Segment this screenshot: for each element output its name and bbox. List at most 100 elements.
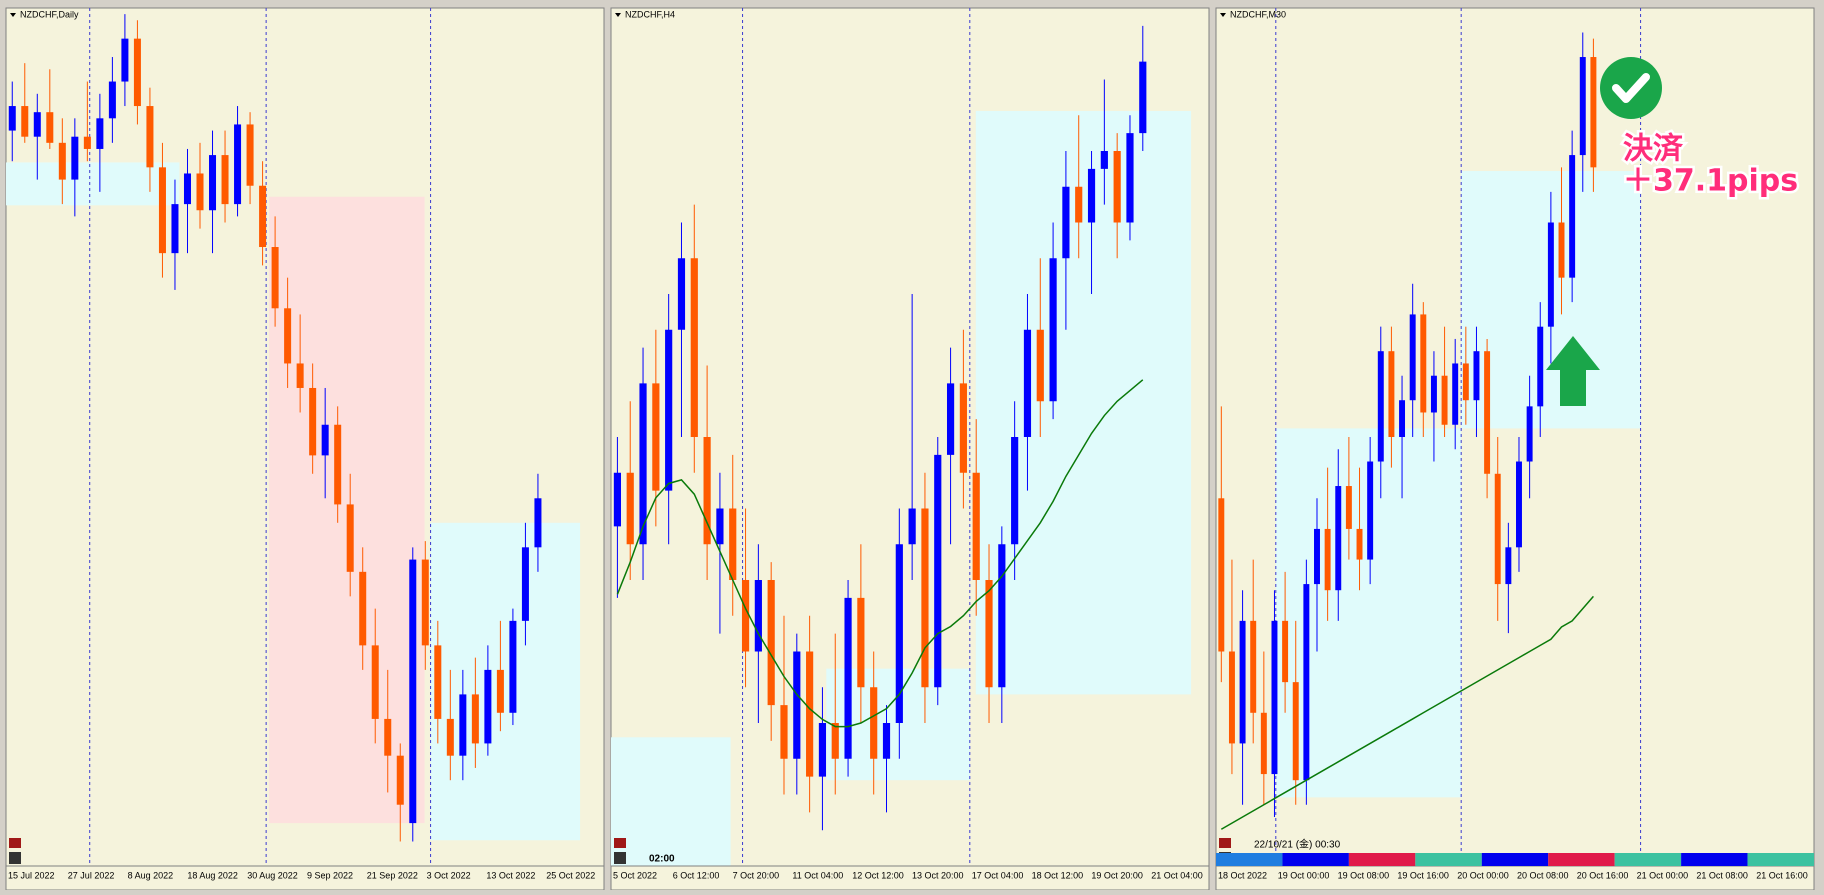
candle-body xyxy=(1036,329,1044,402)
candle-body xyxy=(284,308,292,364)
x-tick-label: 20 Oct 16:00 xyxy=(1577,870,1629,880)
candle-body xyxy=(534,498,542,548)
candle-body xyxy=(1452,363,1459,425)
candle-body xyxy=(1399,400,1406,437)
menu-icon xyxy=(614,852,626,864)
annotation: 決済 xyxy=(1623,132,1684,167)
candle-body xyxy=(946,383,955,455)
x-tick-label: 19 Oct 08:00 xyxy=(1338,870,1390,880)
candle-body xyxy=(1569,155,1576,278)
candle-body xyxy=(271,247,279,309)
candle-body xyxy=(998,544,1006,688)
candle-body xyxy=(1441,375,1448,425)
x-tick-label: 19 Oct 16:00 xyxy=(1397,870,1449,880)
candle-body xyxy=(985,580,993,688)
candle-body xyxy=(1139,61,1147,134)
candle-body xyxy=(434,645,442,719)
candle-body xyxy=(459,694,467,756)
candle-body xyxy=(1526,406,1533,462)
candle-body xyxy=(1579,57,1586,156)
x-tick-label: 18 Oct 12:00 xyxy=(1032,870,1084,880)
x-tick-label: 25 Oct 2022 xyxy=(546,870,595,880)
candle-body xyxy=(1324,528,1331,591)
candle-body xyxy=(133,38,141,107)
candle-body xyxy=(33,112,41,137)
x-tick-label: 18 Oct 2022 xyxy=(1218,870,1267,880)
session-bar xyxy=(1614,853,1682,866)
candle-body xyxy=(259,185,267,248)
candle-body xyxy=(716,508,724,545)
candle-body xyxy=(1462,363,1469,401)
candle-body xyxy=(677,258,686,330)
candle-body xyxy=(496,669,504,713)
candle-body xyxy=(1023,329,1032,437)
title-arrow xyxy=(10,13,16,17)
moving-average xyxy=(616,379,1144,728)
candle-body xyxy=(1356,528,1363,560)
candle-body xyxy=(21,106,29,137)
candle-body xyxy=(209,155,217,211)
candle-body xyxy=(1113,151,1121,223)
candle-body xyxy=(1126,133,1134,223)
candle-body xyxy=(754,580,762,652)
candle-body xyxy=(1087,168,1096,223)
candle-body xyxy=(183,173,191,205)
candle-body xyxy=(346,504,354,572)
session-bar xyxy=(1481,853,1549,866)
x-tick-label: 20 Oct 08:00 xyxy=(1517,870,1569,880)
candle-body xyxy=(921,508,929,688)
candle-body xyxy=(1062,186,1070,259)
candle-body xyxy=(908,508,916,545)
session-bar xyxy=(1415,853,1482,866)
candle-body xyxy=(1430,375,1437,413)
candle-body xyxy=(471,694,479,744)
x-tick-label: 21 Oct 16:00 xyxy=(1756,870,1808,880)
x-tick-label: 13 Oct 2022 xyxy=(486,870,535,880)
candle-body xyxy=(509,620,517,713)
candle-body xyxy=(296,363,304,388)
x-tick-label: 7 Oct 20:00 xyxy=(733,870,780,880)
x-tick-label: 19 Oct 20:00 xyxy=(1091,870,1143,880)
x-tick-label: 20 Oct 00:00 xyxy=(1457,870,1509,880)
moving-average xyxy=(1220,595,1594,830)
axis-strip xyxy=(610,865,1210,891)
candle-body xyxy=(108,81,116,119)
close-icon xyxy=(1219,838,1231,848)
candle-body xyxy=(959,383,967,473)
candle-body xyxy=(1345,486,1352,529)
x-tick-label: 21 Oct 04:00 xyxy=(1151,870,1203,880)
candle-body xyxy=(780,705,788,759)
x-tick-label: 5 Oct 2022 xyxy=(613,870,657,880)
x-tick-label: 19 Oct 00:00 xyxy=(1278,870,1330,880)
candle-body xyxy=(1516,461,1522,548)
candle-body xyxy=(972,472,980,580)
candle-body xyxy=(1075,186,1083,223)
candle-body xyxy=(196,173,204,211)
candle-body xyxy=(71,136,79,180)
x-tick-label: 18 Aug 2022 xyxy=(187,870,238,880)
candle-body xyxy=(844,597,852,759)
session-bar xyxy=(1548,853,1615,866)
candle-body xyxy=(652,383,660,491)
check-icon xyxy=(1612,73,1650,103)
close-icon xyxy=(614,838,626,848)
candle-body xyxy=(882,723,891,759)
annotation: ＋37.1pips xyxy=(1623,164,1798,199)
candle-body xyxy=(46,112,54,143)
x-tick-label: 27 Jul 2022 xyxy=(68,870,115,880)
menu-icon xyxy=(9,852,21,864)
axis-strip xyxy=(5,865,605,891)
candle-body xyxy=(1409,314,1416,401)
candle-body xyxy=(1314,528,1320,585)
x-tick-label: 30 Aug 2022 xyxy=(247,870,298,880)
x-tick-label: 8 Aug 2022 xyxy=(128,870,174,880)
x-tick-label: 15 Jul 2022 xyxy=(8,870,55,880)
candle-body xyxy=(1049,258,1057,402)
candle-body xyxy=(146,106,154,168)
candle-body xyxy=(767,580,775,706)
candle-body xyxy=(703,437,711,545)
candle-body xyxy=(1484,351,1491,474)
candle-body xyxy=(818,723,827,777)
